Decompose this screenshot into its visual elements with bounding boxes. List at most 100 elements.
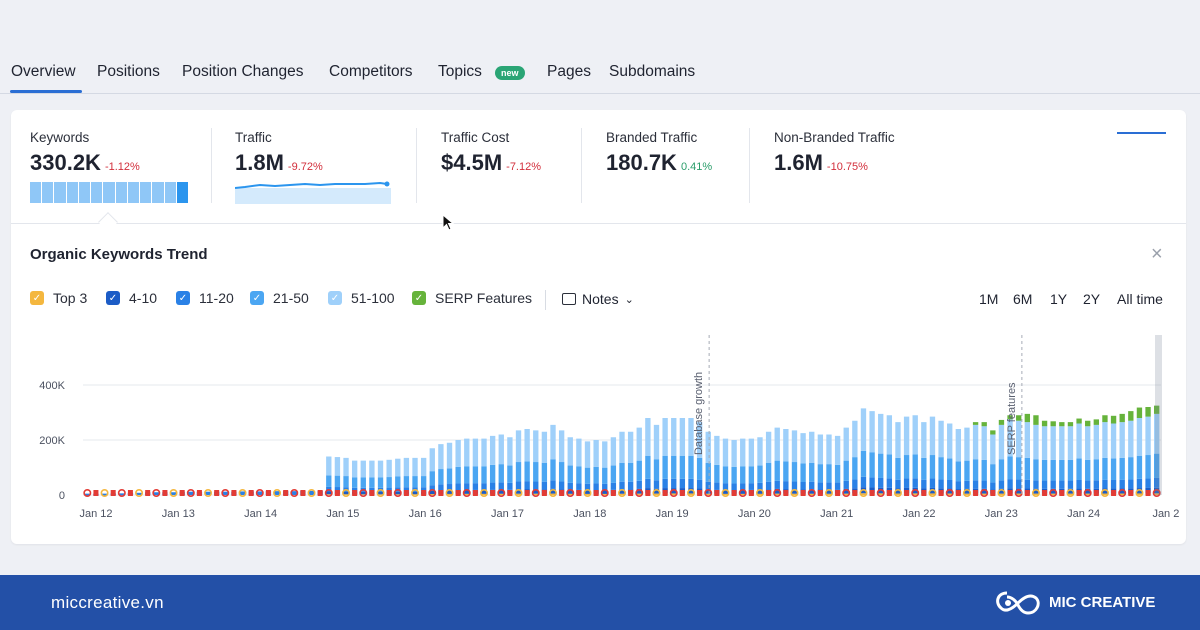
tab-topics[interactable]: Topics (438, 63, 482, 80)
legend-51-100[interactable]: ✓ 51-100 (328, 290, 395, 306)
site-url: miccreative.vn (51, 593, 164, 612)
bar-segment (412, 457, 418, 477)
serp-marker (697, 490, 703, 496)
serp-marker (576, 490, 582, 496)
bar-segment (886, 478, 893, 488)
bar-segment (671, 478, 677, 489)
bar-segment (446, 442, 453, 469)
range-2y[interactable]: 2Y (1083, 291, 1101, 307)
bar-segment (343, 457, 349, 477)
bar-segment (472, 438, 479, 467)
bar-segment (1067, 422, 1074, 427)
bar-segment (1154, 477, 1160, 488)
serp-marker (472, 490, 478, 496)
serp-marker (231, 490, 237, 496)
bar-segment (895, 493, 901, 495)
bar-segment (464, 483, 470, 490)
bar-segment (1016, 457, 1022, 480)
tab-overview[interactable]: Overview (11, 63, 76, 80)
bar-segment (326, 494, 332, 495)
metric-branded-traffic[interactable]: Branded Traffic 180.7K 0.41% (606, 130, 712, 176)
bar-segment (843, 488, 849, 494)
metric-non-branded-traffic[interactable]: Non-Branded Traffic 1.6M -10.75% (774, 130, 895, 176)
bar-segment (1085, 420, 1091, 427)
tab-positions[interactable]: Positions (97, 63, 160, 80)
range-1m[interactable]: 1M (979, 291, 999, 307)
bar-segment (377, 460, 384, 478)
range-all-time[interactable]: All time (1117, 291, 1163, 307)
tab-subdomains[interactable]: Subdomains (609, 63, 696, 80)
serp-marker (738, 489, 747, 498)
serp-marker (1118, 489, 1127, 498)
bar-segment (403, 487, 410, 492)
serp-marker (1135, 489, 1144, 498)
range-6m[interactable]: 6M (1013, 291, 1033, 307)
legend-4-10[interactable]: ✓ 4-10 (106, 290, 157, 306)
bar-segment (1128, 479, 1134, 489)
legend-serp-features[interactable]: ✓ SERP Features (412, 290, 532, 306)
bar-segment (464, 466, 470, 484)
bar-segment (817, 482, 824, 490)
tab-position-changes[interactable]: Position Changes (182, 63, 304, 80)
bar-segment (1007, 456, 1013, 480)
bar-segment (576, 438, 582, 467)
range-1y[interactable]: 1Y (1050, 291, 1068, 307)
x-tick-label: Jan 20 (738, 508, 771, 520)
bar-segment (343, 476, 349, 488)
bar-segment (800, 482, 806, 490)
tab-competitors[interactable]: Competitors (329, 63, 413, 80)
x-tick-label: Jan 21 (820, 508, 853, 520)
bar-segment (567, 489, 573, 494)
legend-11-20[interactable]: ✓ 11-20 (176, 290, 234, 306)
bar-segment (929, 478, 936, 488)
serp-marker (790, 489, 799, 498)
bar-segment (740, 489, 746, 494)
bar-segment (636, 480, 642, 489)
bar-segment (472, 466, 479, 484)
bar-segment (541, 481, 548, 490)
bar-segment (826, 493, 832, 495)
bar-segment (472, 483, 479, 490)
metric-value: 180.7K (606, 150, 677, 175)
metric-keywords[interactable]: Keywords 330.2K -1.12% (30, 130, 140, 176)
bar-segment (627, 481, 634, 490)
tab-pages[interactable]: Pages (547, 63, 591, 80)
bar-segment (377, 491, 384, 495)
x-tick-label: Jan 24 (1067, 508, 1100, 520)
serp-marker (300, 490, 306, 496)
bar-segment (1033, 459, 1039, 481)
serp-marker (221, 489, 230, 498)
bar-segment (653, 493, 660, 495)
serp-marker (766, 490, 772, 496)
serp-marker (1100, 489, 1109, 498)
checkbox-icon: ✓ (176, 291, 190, 305)
bar-segment (377, 477, 384, 488)
bar-segment (1016, 488, 1022, 494)
bar-segment (757, 482, 763, 490)
bar-segment (1110, 415, 1117, 424)
notes-dropdown[interactable]: Notes ⌄ (562, 291, 634, 307)
mini-bar (140, 182, 152, 203)
serp-marker (997, 489, 1006, 498)
close-icon[interactable]: × (1151, 243, 1163, 265)
bar-segment (1050, 488, 1056, 494)
bar-segment (662, 478, 668, 489)
bar-segment (705, 431, 711, 463)
bar-segment (524, 461, 530, 482)
legend-top-3[interactable]: ✓ Top 3 (30, 290, 87, 306)
x-tick-label: Jan 17 (491, 508, 524, 520)
bar-segment (395, 476, 401, 488)
bar-segment (696, 422, 703, 458)
bar-segment (817, 434, 824, 465)
serp-marker (110, 490, 116, 496)
legend-21-50[interactable]: ✓ 21-50 (250, 290, 309, 306)
bar-segment (903, 455, 910, 479)
metric-traffic-cost[interactable]: Traffic Cost $4.5M -7.12% (441, 130, 541, 176)
metric-traffic[interactable]: Traffic 1.8M -9.72% (235, 130, 323, 176)
bar-segment (869, 452, 875, 478)
bar-segment (636, 488, 642, 494)
bar-segment (852, 479, 858, 489)
bar-segment (826, 482, 832, 490)
x-tick-label: Jan 14 (244, 508, 277, 520)
bar-segment (653, 459, 660, 481)
